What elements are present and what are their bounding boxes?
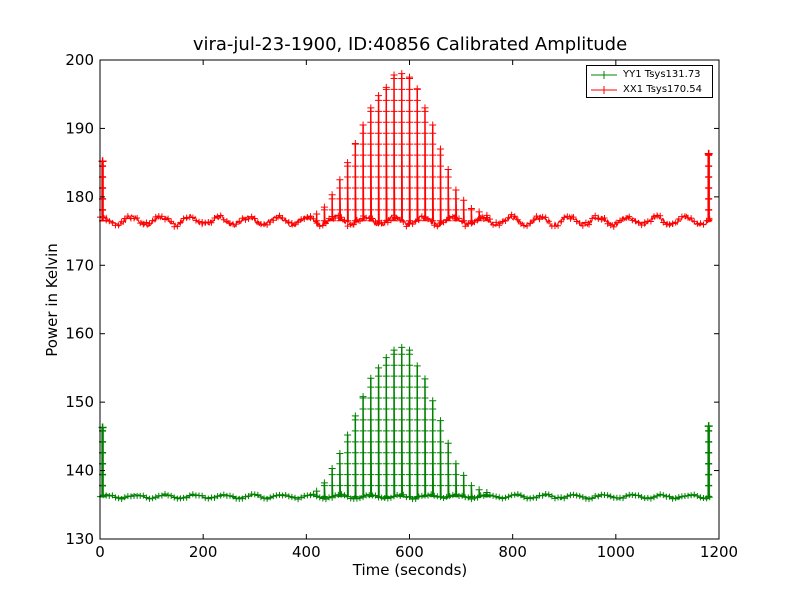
peak-point-yy1	[367, 374, 375, 498]
peak-point-yy1	[344, 431, 352, 498]
endpoint-point-xx1	[98, 157, 107, 222]
endpoint-point-yy1	[98, 423, 107, 498]
peak-point-yy1	[436, 417, 444, 498]
legend-item-xx1: XX1 Tsys170.54	[587, 82, 712, 97]
peak-point-xx1	[460, 196, 468, 222]
peak-point-yy1	[320, 479, 328, 498]
peak-point-xx1	[421, 104, 429, 222]
peak-point-xx1	[367, 104, 375, 222]
peak-point-xx1	[467, 204, 475, 222]
peak-point-yy1	[328, 465, 336, 498]
peak-point-xx1	[452, 186, 460, 222]
peak-point-xx1	[390, 71, 398, 222]
x-tick-label: 200	[189, 543, 218, 561]
peak-point-yy1	[398, 343, 406, 498]
peak-point-xx1	[429, 121, 437, 222]
peak-point-xx1	[344, 159, 352, 222]
y-tick-label: 180	[65, 188, 94, 206]
peak-point-yy1	[382, 354, 390, 498]
peak-point-yy1	[444, 439, 452, 498]
peak-point-yy1	[421, 375, 429, 498]
legend-item-yy1: YY1 Tsys131.73	[587, 67, 712, 82]
legend-swatch-xx1	[591, 84, 617, 96]
peak-point-xx1	[375, 92, 383, 222]
y-tick-label: 150	[65, 393, 94, 411]
peak-point-xx1	[382, 83, 390, 222]
peak-point-xx1	[398, 70, 406, 222]
peak-point-xx1	[413, 85, 421, 222]
y-tick-label: 160	[65, 325, 94, 343]
peak-point-xx1	[336, 176, 344, 222]
legend-label-yy1: YY1 Tsys131.73	[623, 69, 701, 80]
y-axis-label: Power in Kelvin	[43, 243, 61, 357]
peak-point-yy1	[483, 488, 491, 498]
x-tick-label: 600	[395, 543, 424, 561]
peak-point-yy1	[375, 364, 383, 498]
x-tick-label: 0	[95, 543, 105, 561]
chart-title: vira-jul-23-1900, ID:40856 Calibrated Am…	[192, 34, 628, 55]
peak-point-yy1	[429, 397, 437, 498]
peak-point-yy1	[460, 471, 468, 498]
endpoint-point-xx1	[704, 149, 713, 222]
peak-point-yy1	[475, 486, 483, 498]
peak-point-xx1	[320, 203, 328, 222]
peak-point-xx1	[328, 191, 336, 222]
y-tick-label: 130	[65, 530, 94, 548]
x-tick-label: 1200	[700, 543, 738, 561]
y-tick-label: 200	[65, 51, 94, 69]
peak-point-xx1	[444, 165, 452, 222]
peak-point-yy1	[452, 460, 460, 498]
peak-point-xx1	[351, 139, 359, 222]
x-tick-label: 1000	[597, 543, 635, 561]
peak-point-yy1	[313, 487, 321, 498]
peak-point-yy1	[406, 346, 413, 498]
peak-point-xx1	[436, 145, 444, 222]
peak-point-yy1	[351, 412, 359, 498]
peak-point-xx1	[475, 208, 483, 222]
legend: YY1 Tsys131.73 XX1 Tsys170.54	[586, 65, 713, 98]
peak-point-xx1	[359, 121, 367, 222]
y-tick-label: 140	[65, 462, 94, 480]
legend-swatch-yy1	[591, 69, 617, 81]
x-tick-label: 800	[498, 543, 527, 561]
peak-point-yy1	[336, 449, 344, 498]
y-tick-label: 170	[65, 256, 94, 274]
peak-point-yy1	[359, 393, 367, 498]
x-tick-label: 400	[292, 543, 321, 561]
peak-point-xx1	[483, 211, 491, 222]
peak-point-yy1	[413, 362, 421, 498]
peak-point-xx1	[313, 210, 321, 222]
peak-point-xx1	[406, 73, 413, 222]
y-tick-label: 190	[65, 119, 94, 137]
legend-label-xx1: XX1 Tsys170.54	[623, 84, 703, 95]
x-axis-label: Time (seconds)	[352, 561, 468, 579]
peak-point-yy1	[390, 346, 398, 498]
series-line-yy1	[99, 347, 712, 501]
peak-point-yy1	[467, 482, 475, 498]
endpoint-point-yy1	[704, 422, 713, 498]
